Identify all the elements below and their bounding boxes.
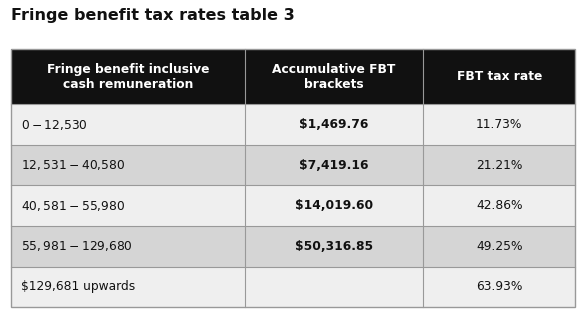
Bar (423, 145, 575, 186)
Text: $40,581  -  $55,980: $40,581 - $55,980 (21, 199, 125, 213)
Text: Fringe benefit inclusive
cash remuneration: Fringe benefit inclusive cash remunerati… (46, 63, 209, 91)
Text: FBT tax rate: FBT tax rate (456, 70, 542, 83)
Bar (11, 186, 245, 226)
Text: $50,316.85: $50,316.85 (295, 240, 373, 253)
Text: Fringe benefit tax rates table 3: Fringe benefit tax rates table 3 (11, 8, 294, 23)
Text: $14,019.60: $14,019.60 (295, 199, 373, 212)
Text: $7,419.16: $7,419.16 (299, 159, 369, 172)
Text: 63.93%: 63.93% (476, 280, 522, 293)
Text: $129,681 upwards: $129,681 upwards (21, 280, 135, 293)
Bar (245, 145, 423, 186)
Bar (11, 145, 245, 186)
Bar (11, 49, 575, 307)
Text: $12,531 - $40,580: $12,531 - $40,580 (21, 158, 125, 172)
Text: 49.25%: 49.25% (476, 240, 523, 253)
Text: 21.21%: 21.21% (476, 159, 522, 172)
Bar (245, 226, 423, 266)
Text: 42.86%: 42.86% (476, 199, 523, 212)
Bar (245, 104, 423, 145)
Bar (245, 266, 423, 307)
Text: $0  -  $12,530: $0 - $12,530 (21, 117, 88, 132)
Text: 11.73%: 11.73% (476, 118, 522, 131)
Bar (245, 186, 423, 226)
Bar (11, 49, 245, 104)
Text: Accumulative FBT
brackets: Accumulative FBT brackets (272, 63, 396, 91)
Text: $55,981  -  $129,680: $55,981 - $129,680 (21, 239, 133, 253)
Bar (423, 104, 575, 145)
Bar (11, 104, 245, 145)
Bar (11, 226, 245, 266)
Bar (245, 49, 423, 104)
Bar (423, 49, 575, 104)
Text: $1,469.76: $1,469.76 (299, 118, 369, 131)
Bar (423, 186, 575, 226)
Bar (423, 226, 575, 266)
Bar (11, 266, 245, 307)
Bar (423, 266, 575, 307)
